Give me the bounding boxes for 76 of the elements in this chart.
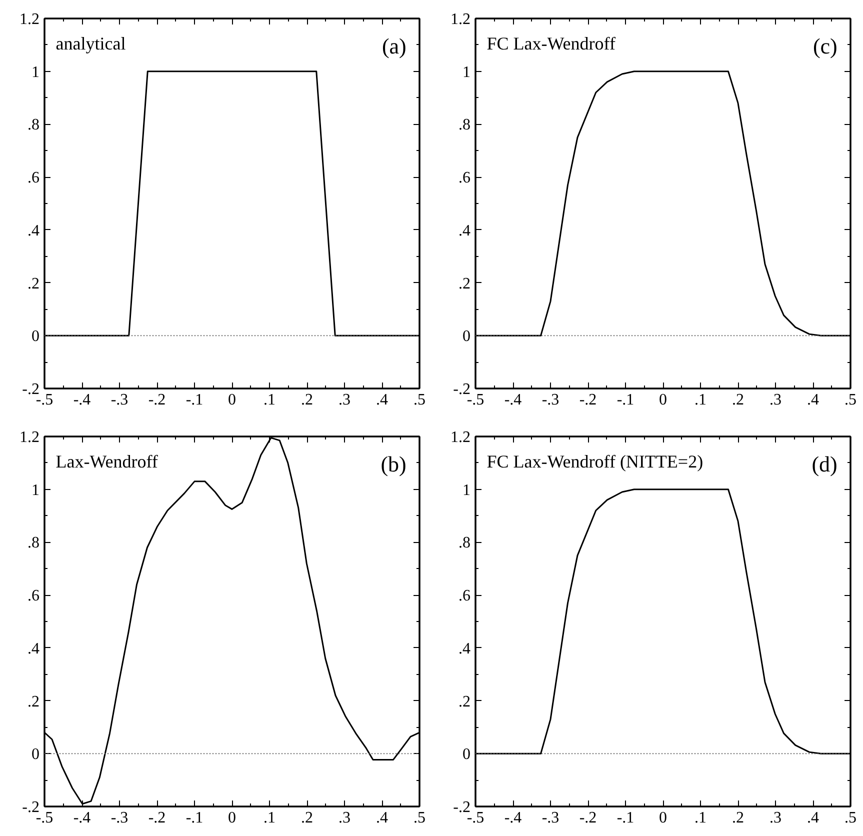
y-tick-label: 1.2 (20, 429, 40, 446)
x-tick-label: .5 (414, 810, 426, 826)
y-tick-label: .6 (28, 170, 40, 187)
y-tick-label: .8 (28, 116, 40, 134)
annotation: (d) (812, 451, 838, 476)
x-tick-label: .3 (338, 810, 350, 826)
x-tick-label: -.1 (616, 810, 634, 826)
y-tick-label: .2 (458, 693, 470, 710)
x-tick-label: .3 (338, 392, 350, 408)
x-tick-label: -.1 (616, 392, 634, 408)
y-tick-label: 1 (32, 482, 40, 499)
annotation: FC Lax-Wendroff (486, 33, 616, 54)
y-tick-label: 1 (462, 482, 470, 499)
y-tick-label: .2 (458, 275, 470, 292)
y-tick-label: 1 (32, 64, 40, 81)
x-tick-label: .5 (844, 810, 856, 826)
y-tick-label: .4 (28, 222, 40, 240)
x-tick-label: 0 (228, 392, 236, 408)
x-tick-label: .2 (732, 810, 744, 826)
x-tick-label: .3 (770, 392, 782, 408)
annotation: FC Lax-Wendroff (NITTE=2) (486, 451, 704, 472)
x-tick-label: .5 (844, 392, 856, 408)
x-tick-label: .1 (694, 392, 706, 408)
y-tick-label: .4 (458, 222, 470, 240)
y-tick-label: .6 (458, 170, 470, 187)
y-tick-label: .8 (458, 116, 470, 134)
annotation: (c) (812, 33, 838, 58)
x-tick-label: -.1 (186, 810, 204, 826)
x-tick-label: .4 (807, 810, 819, 826)
y-tick-label: .8 (28, 534, 40, 552)
y-tick-label: .6 (458, 588, 470, 605)
x-tick-label: 0 (659, 810, 667, 826)
x-tick-label: .5 (414, 392, 426, 408)
x-tick-label: -.2 (148, 392, 166, 408)
x-tick-label: .4 (376, 392, 388, 408)
annotation: (b) (380, 451, 406, 476)
x-tick-label: .1 (694, 810, 706, 826)
x-tick-label: -.3 (542, 810, 560, 826)
x-tick-label: -.2 (579, 810, 597, 826)
y-tick-label: 0 (32, 746, 40, 764)
x-tick-label: -.4 (73, 392, 91, 408)
x-tick-label: -.2 (579, 392, 597, 408)
y-tick-label: 0 (462, 328, 470, 346)
y-tick-label: 1 (462, 64, 470, 81)
y-tick-label: 1.2 (450, 11, 470, 28)
x-tick-label: 0 (659, 392, 667, 408)
x-tick-label: .3 (770, 810, 782, 826)
y-tick-label: 0 (462, 746, 470, 764)
x-tick-label: .4 (807, 392, 819, 408)
x-tick-label: .2 (732, 392, 744, 408)
x-tick-label: -.4 (73, 810, 91, 826)
y-tick-label: .6 (28, 588, 40, 605)
annotation: (a) (382, 33, 406, 58)
y-tick-label: 1.2 (450, 429, 470, 446)
x-tick-label: -.4 (504, 392, 522, 408)
x-tick-label: 0 (228, 810, 236, 826)
y-tick-label: .4 (28, 640, 40, 658)
x-tick-label: -.4 (504, 810, 522, 826)
y-tick-label: .4 (458, 640, 470, 658)
x-tick-label: .4 (376, 810, 388, 826)
annotation: analytical (56, 33, 126, 54)
y-tick-label: .2 (28, 693, 40, 710)
y-tick-label: .8 (458, 534, 470, 552)
x-tick-label: .2 (301, 392, 313, 408)
x-tick-label: -.2 (148, 810, 166, 826)
x-tick-label: -.1 (186, 392, 204, 408)
x-tick-label: .1 (264, 392, 276, 408)
y-tick-label: .2 (28, 275, 40, 292)
y-tick-label: 1.2 (20, 11, 40, 28)
x-tick-label: -.3 (542, 392, 560, 408)
y-tick-label: 0 (32, 328, 40, 346)
annotation: Lax-Wendroff (56, 451, 158, 472)
x-tick-label: -.3 (110, 392, 128, 408)
x-tick-label: .2 (301, 810, 313, 826)
x-tick-label: -.3 (110, 810, 128, 826)
x-tick-label: .1 (264, 810, 276, 826)
